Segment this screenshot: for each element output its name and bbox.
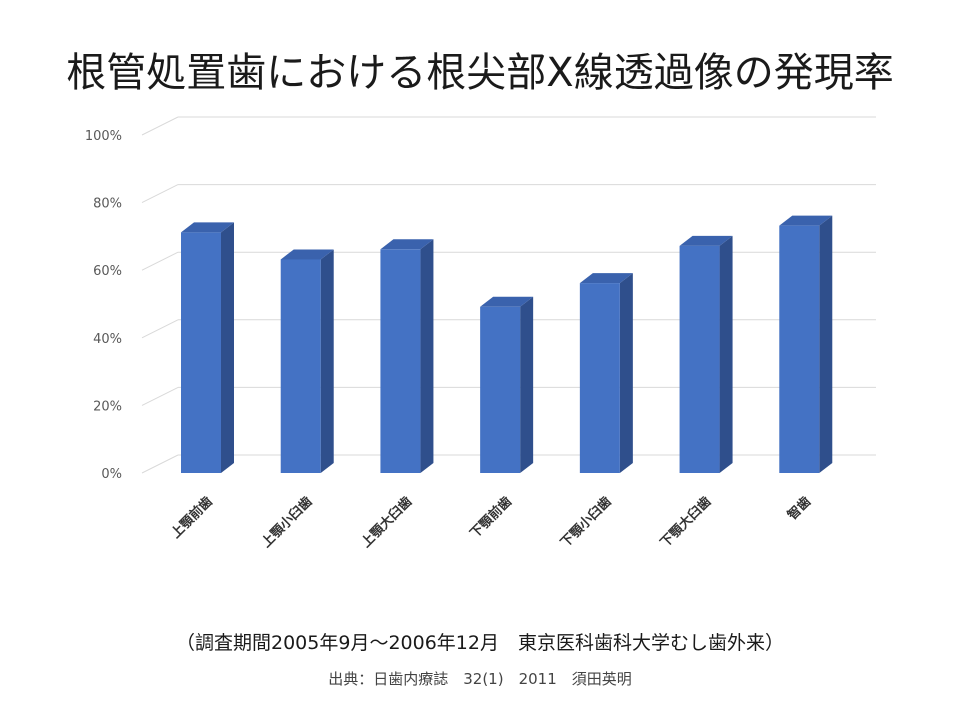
bar-top	[181, 222, 234, 233]
gridline-depth	[141, 184, 179, 204]
gridline-depth	[141, 319, 179, 339]
survey-period-note: （調査期間2005年9月～2006年12月 東京医科歯科大学むし歯外来）	[176, 632, 784, 654]
bar-side	[619, 273, 633, 473]
y-tick-label: 60%	[93, 264, 122, 279]
bar-side	[520, 296, 534, 473]
bar-top	[579, 273, 633, 284]
bar-top	[679, 235, 733, 246]
y-tick-label: 0%	[101, 467, 122, 482]
bar	[480, 306, 521, 473]
bar-top	[779, 215, 833, 226]
x-axis-labels: 上顎前歯 上顎小臼歯 上顎大臼歯 下顎前歯 下顎小臼歯 下顎大臼歯 智歯	[168, 494, 814, 551]
x-category-label: 上顎小臼歯	[258, 494, 315, 551]
bar-side	[719, 235, 733, 473]
x-category-label: 智歯	[784, 494, 814, 524]
gridline-depth	[141, 386, 179, 406]
x-category-label: 下顎大臼歯	[657, 494, 714, 551]
x-category-label: 下顎小臼歯	[557, 494, 614, 551]
bar-side	[819, 215, 833, 473]
gridline-depth	[141, 251, 179, 271]
source-citation: 出典：日歯内療誌 32(1) 2011 須田英明	[328, 670, 632, 688]
x-category-label: 上顎前歯	[168, 494, 216, 542]
y-axis-ticks: 0% 20% 40% 60% 80% 100%	[85, 129, 122, 482]
bar	[380, 249, 421, 473]
bar-side	[221, 222, 234, 473]
gridline-depth	[141, 116, 179, 136]
bar	[280, 259, 321, 473]
chart-title: 根管処置歯における根尖部X線透過像の発現率	[66, 50, 894, 96]
bar	[181, 232, 221, 473]
bar-side	[420, 239, 434, 473]
y-tick-label: 100%	[85, 129, 122, 144]
bar-top	[380, 239, 434, 250]
bar-side	[320, 249, 334, 473]
bar	[779, 225, 820, 473]
x-category-label: 下顎前歯	[467, 494, 515, 542]
y-tick-label: 40%	[93, 332, 122, 347]
bar-top	[280, 249, 334, 260]
bar	[679, 245, 720, 473]
bar-chart: 0% 20% 40% 60% 80% 100% 上顎前歯 上顎小臼歯 上顎大臼歯 下顎前歯 下顎小…	[85, 116, 876, 551]
gridline-depth	[141, 454, 179, 474]
bar-top	[480, 296, 534, 307]
bar	[579, 283, 620, 473]
y-tick-label: 20%	[93, 399, 122, 414]
y-tick-label: 80%	[93, 197, 122, 212]
bars	[181, 215, 833, 473]
x-category-label: 上顎大臼歯	[358, 494, 415, 551]
